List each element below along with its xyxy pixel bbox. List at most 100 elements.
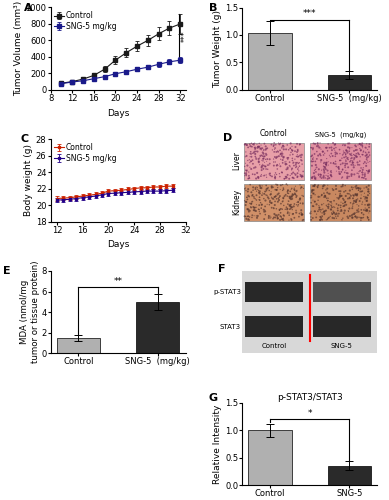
Point bbox=[314, 140, 321, 148]
Point bbox=[338, 174, 345, 182]
Point bbox=[280, 214, 286, 222]
Point bbox=[279, 215, 285, 223]
Y-axis label: Tumor Weight (g): Tumor Weight (g) bbox=[213, 10, 222, 88]
Point bbox=[361, 192, 367, 200]
Point bbox=[309, 173, 315, 181]
Point bbox=[253, 183, 259, 191]
Point bbox=[322, 182, 328, 190]
Bar bbox=[249, 34, 292, 90]
Point bbox=[253, 154, 259, 162]
Point bbox=[349, 152, 355, 160]
Point bbox=[274, 212, 280, 220]
Point bbox=[358, 141, 364, 149]
Text: Kidney: Kidney bbox=[232, 189, 241, 216]
Point bbox=[272, 201, 278, 209]
Point bbox=[254, 148, 261, 156]
Point bbox=[324, 166, 331, 174]
Point bbox=[261, 162, 267, 170]
Point bbox=[323, 202, 329, 209]
Point bbox=[328, 172, 334, 180]
Point bbox=[338, 207, 345, 215]
Point bbox=[243, 148, 249, 156]
Point bbox=[329, 203, 335, 211]
Point bbox=[308, 158, 315, 166]
Point bbox=[275, 214, 281, 222]
Point bbox=[279, 142, 285, 150]
Point bbox=[286, 190, 292, 198]
Point bbox=[355, 208, 361, 216]
Point bbox=[272, 158, 279, 166]
Point bbox=[277, 140, 284, 147]
Point bbox=[359, 187, 365, 195]
Point bbox=[364, 152, 370, 160]
Point bbox=[341, 148, 347, 156]
Point bbox=[269, 183, 275, 191]
Point bbox=[245, 144, 251, 152]
Point bbox=[295, 198, 301, 206]
Point bbox=[321, 172, 327, 180]
Point bbox=[266, 171, 273, 179]
Point bbox=[262, 208, 268, 216]
Point bbox=[360, 174, 366, 182]
Point bbox=[287, 205, 293, 213]
Point bbox=[286, 202, 293, 210]
Point bbox=[340, 150, 346, 158]
Point bbox=[365, 200, 371, 208]
Point bbox=[253, 174, 259, 182]
Point bbox=[366, 140, 373, 148]
Point bbox=[253, 155, 259, 163]
Text: Control: Control bbox=[260, 128, 288, 138]
Point bbox=[343, 192, 349, 200]
Point bbox=[277, 162, 284, 170]
Point bbox=[255, 174, 261, 182]
Point bbox=[254, 169, 260, 177]
Point bbox=[364, 214, 371, 222]
Point bbox=[332, 146, 338, 154]
Point bbox=[329, 172, 335, 180]
Point bbox=[259, 191, 265, 199]
Point bbox=[365, 152, 371, 160]
Point bbox=[358, 194, 364, 202]
Point bbox=[338, 204, 344, 212]
Point bbox=[282, 174, 288, 182]
Point bbox=[362, 204, 368, 212]
Point bbox=[266, 160, 273, 168]
Text: p-STAT3: p-STAT3 bbox=[213, 289, 241, 295]
Point bbox=[265, 193, 271, 201]
Point bbox=[321, 158, 328, 166]
Point bbox=[298, 171, 304, 179]
Point bbox=[354, 153, 360, 161]
Point bbox=[299, 151, 305, 159]
Point bbox=[286, 146, 292, 154]
Point bbox=[338, 168, 344, 176]
Point bbox=[309, 152, 315, 160]
Point bbox=[289, 184, 295, 192]
Point bbox=[314, 155, 320, 163]
Point bbox=[275, 194, 281, 202]
Point bbox=[272, 174, 279, 182]
Point bbox=[351, 191, 357, 199]
Point bbox=[258, 141, 264, 149]
Point bbox=[249, 214, 255, 222]
Point bbox=[321, 181, 327, 189]
Point bbox=[264, 155, 270, 163]
Point bbox=[328, 205, 334, 213]
Point bbox=[249, 198, 255, 206]
Point bbox=[242, 185, 248, 193]
Point bbox=[289, 164, 295, 172]
Point bbox=[357, 157, 363, 165]
Point bbox=[244, 194, 250, 202]
Point bbox=[275, 214, 281, 222]
Point bbox=[307, 192, 314, 200]
Point bbox=[293, 161, 299, 169]
Point bbox=[358, 214, 364, 222]
Text: E: E bbox=[4, 266, 11, 276]
Point bbox=[297, 172, 303, 180]
Point bbox=[359, 166, 366, 174]
Point bbox=[244, 196, 251, 203]
Point bbox=[279, 205, 285, 213]
Point bbox=[272, 174, 278, 182]
Point bbox=[332, 185, 338, 193]
Point bbox=[293, 143, 299, 151]
Point bbox=[286, 206, 293, 214]
